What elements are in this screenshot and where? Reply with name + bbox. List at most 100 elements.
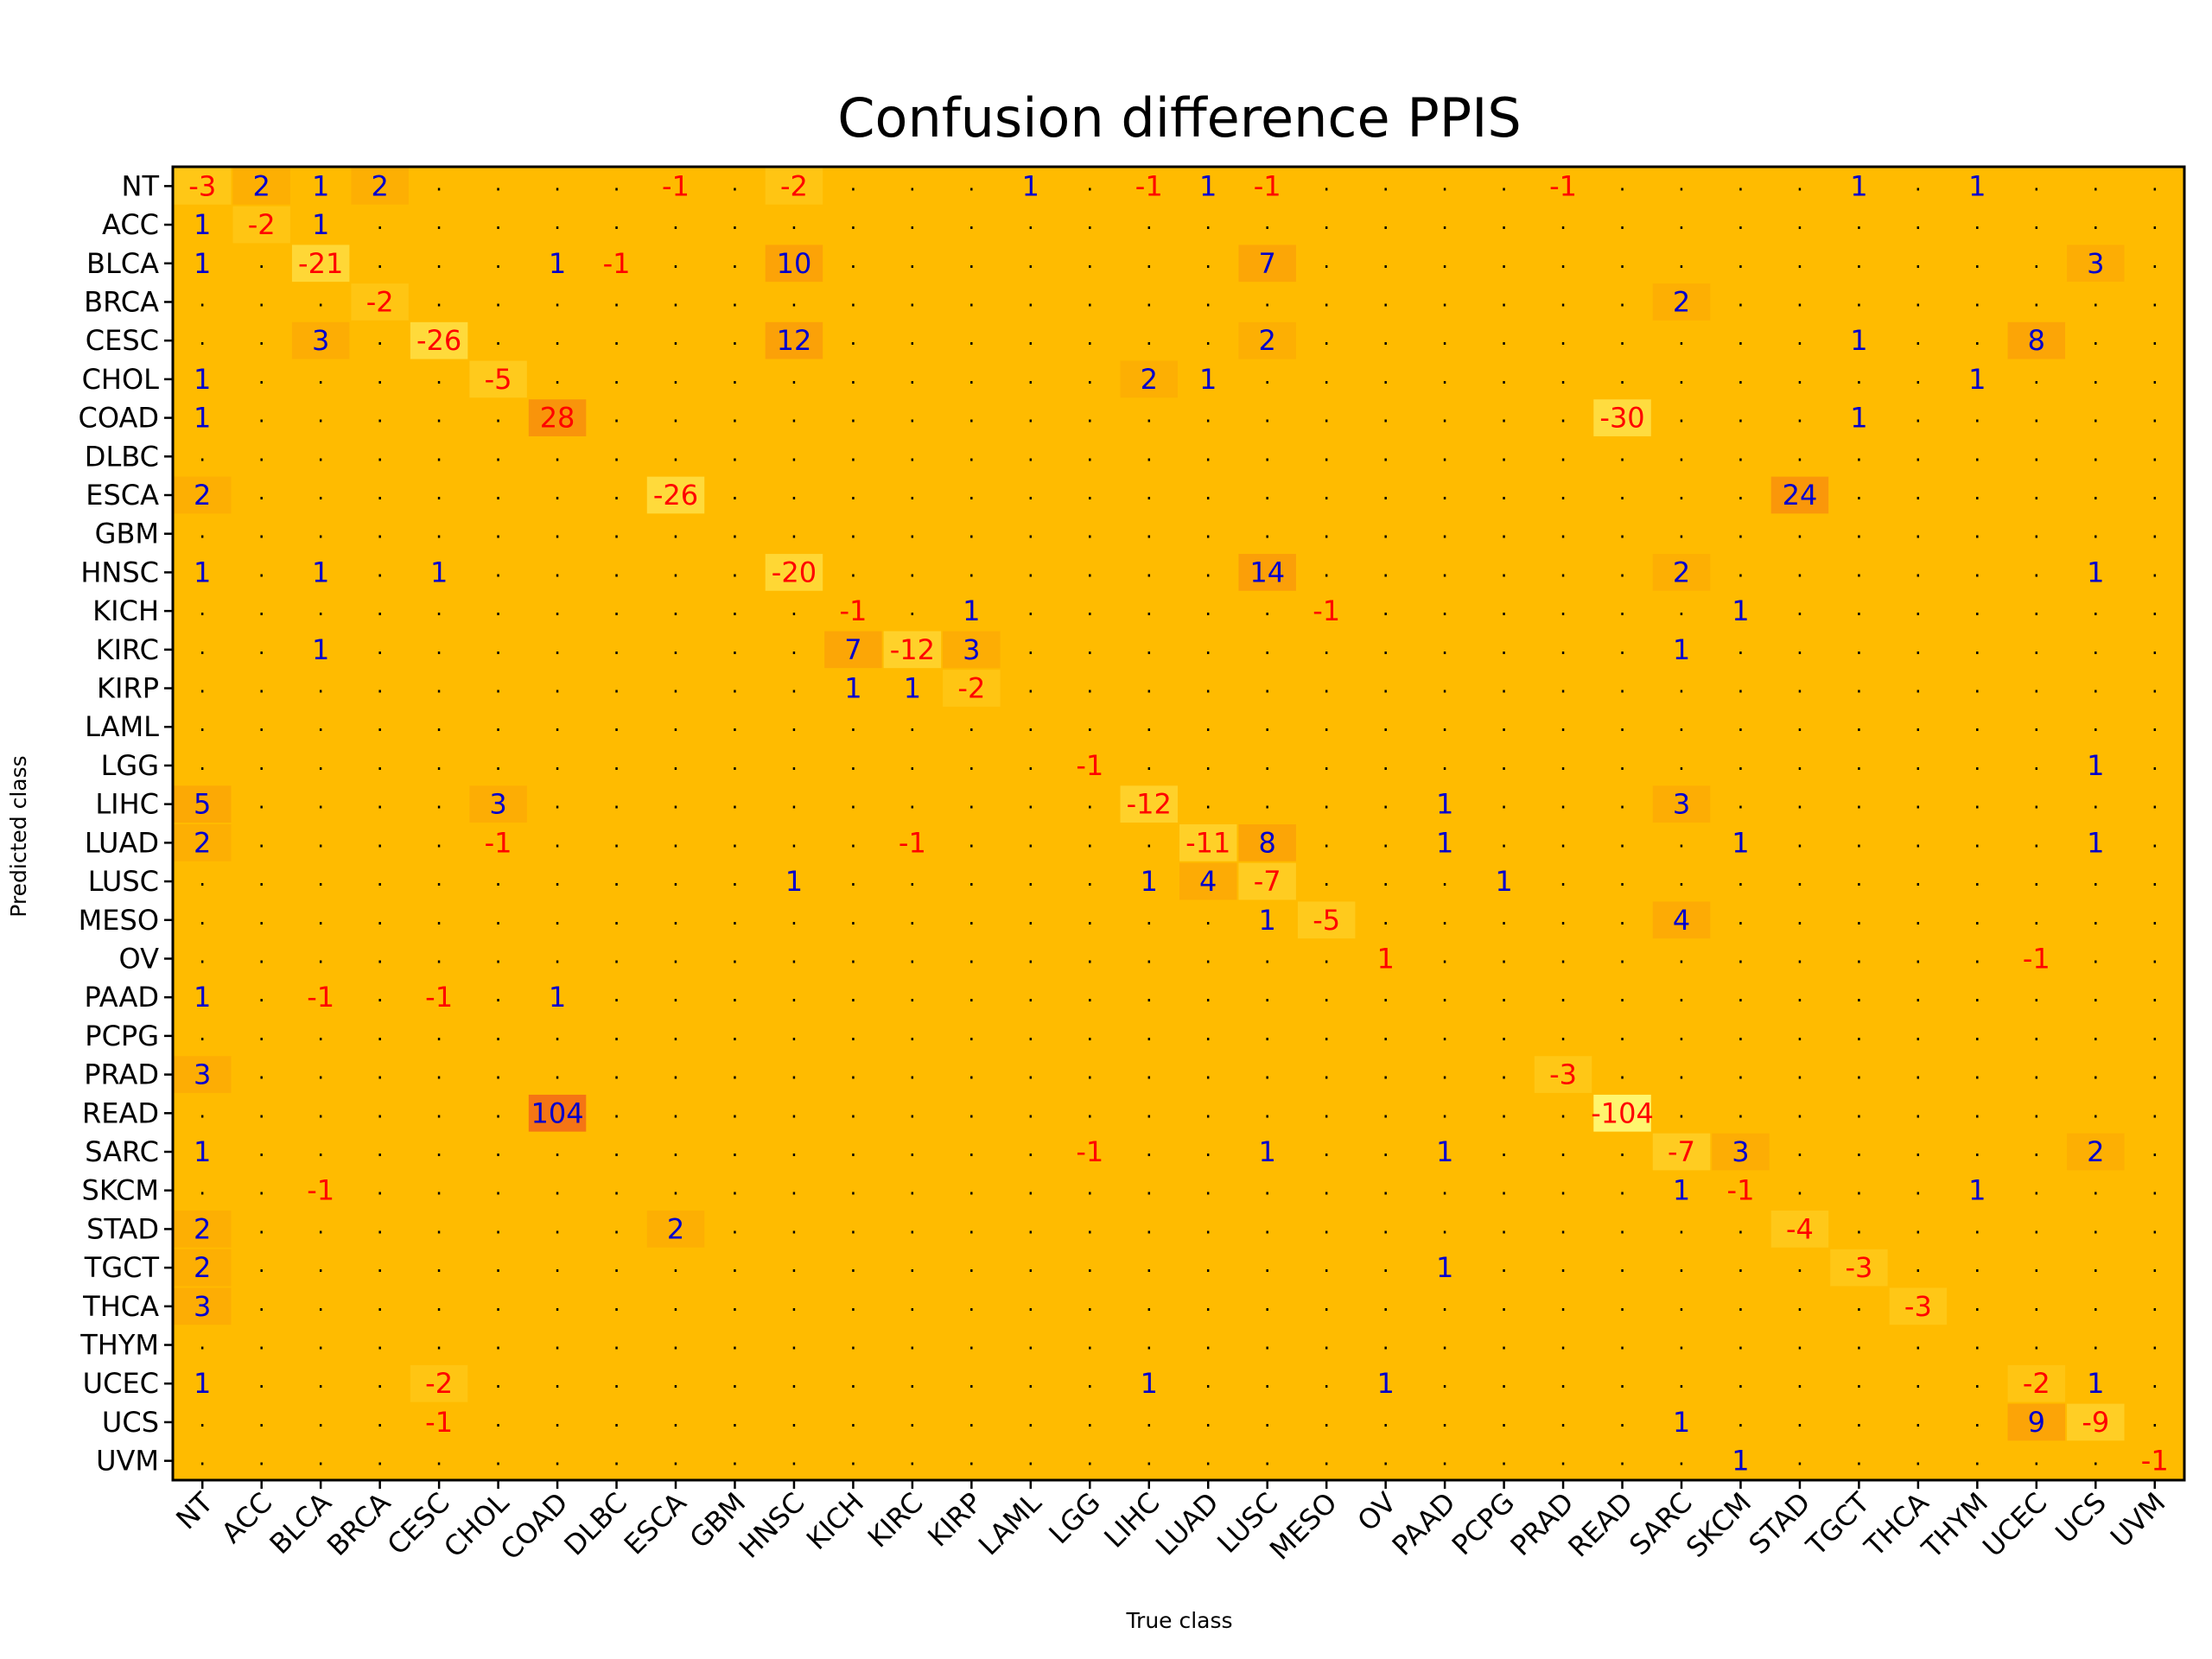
- cell-zero: .: [1382, 249, 1389, 273]
- cell-zero: .: [1146, 1292, 1153, 1316]
- cell-fill: [1238, 824, 1296, 861]
- cell-zero: .: [613, 1369, 620, 1393]
- cell-zero: .: [791, 365, 798, 389]
- cell-zero: .: [2092, 712, 2099, 736]
- cell-zero: .: [732, 404, 739, 428]
- cell-zero: .: [1738, 1408, 1745, 1432]
- cell-zero: .: [1382, 557, 1389, 582]
- cell-zero: .: [554, 1021, 561, 1046]
- cell-zero: .: [258, 326, 265, 350]
- cell-zero: .: [909, 596, 916, 620]
- cell-zero: .: [1560, 1369, 1567, 1393]
- cell-zero: .: [258, 790, 265, 814]
- chart-title: Confusion difference PPIS: [837, 86, 1521, 149]
- cell-zero: .: [1738, 287, 1745, 311]
- cell-value: 1: [549, 247, 566, 280]
- cell-zero: .: [1264, 442, 1271, 466]
- cell-zero: .: [732, 1331, 739, 1355]
- cell-zero: .: [317, 1369, 324, 1393]
- cell-zero: .: [1501, 171, 1508, 195]
- cell-zero: .: [2092, 1060, 2099, 1084]
- cell-zero: .: [791, 596, 798, 620]
- plot-frame: [171, 165, 2186, 1482]
- cell-zero: .: [1738, 982, 1745, 1007]
- cell-zero: .: [1856, 1176, 1863, 1200]
- cell-zero: .: [1441, 365, 1448, 389]
- cell-zero: .: [1323, 790, 1330, 814]
- cell-zero: .: [1738, 1021, 1745, 1046]
- y-axis: NT ACC BLCA BRCA CESC CHOL COAD DLBC ESCA GBM HNSC…: [79, 169, 173, 1478]
- cell-zero: .: [1738, 790, 1745, 814]
- cell-zero: .: [1205, 557, 1211, 582]
- cell-zero: .: [2033, 210, 2040, 234]
- cell-zero: .: [554, 442, 561, 466]
- cell-zero: .: [1382, 1214, 1389, 1238]
- cell-zero: .: [613, 1098, 620, 1122]
- cell-zero: .: [1678, 867, 1685, 891]
- cell-zero: .: [1796, 171, 1803, 195]
- cell-zero: .: [791, 1137, 798, 1161]
- x-axis-label: True class: [1125, 1608, 1232, 1633]
- cell-zero: .: [1796, 944, 1803, 968]
- x-tick-label: SKCM: [1680, 1486, 1758, 1564]
- cell-zero: .: [1678, 1446, 1685, 1471]
- cell-zero: .: [732, 674, 739, 698]
- cell-zero: .: [909, 171, 916, 195]
- cell-zero: .: [909, 249, 916, 273]
- cell-zero: .: [1856, 635, 1863, 659]
- cell-zero: .: [1382, 480, 1389, 505]
- cell-zero: .: [1264, 596, 1271, 620]
- cell-zero: .: [377, 404, 384, 428]
- cell-zero: .: [2152, 867, 2158, 891]
- cell-zero: .: [1264, 1331, 1271, 1355]
- cell-zero: .: [1974, 596, 1981, 620]
- cell-zero: .: [1915, 828, 1922, 852]
- cell-zero: .: [377, 867, 384, 891]
- cell-zero: .: [1146, 982, 1153, 1007]
- cell-zero: .: [1738, 1292, 1745, 1316]
- cell-zero: .: [850, 982, 857, 1007]
- cell-zero: .: [1146, 480, 1153, 505]
- cell-value: -11: [1185, 826, 1230, 859]
- cell-zero: .: [1856, 674, 1863, 698]
- cell-value: -7: [1254, 865, 1281, 898]
- cell-value: -5: [1313, 904, 1340, 937]
- cell-zero: .: [495, 442, 502, 466]
- cell-zero: .: [1501, 1292, 1508, 1316]
- cell-zero: .: [1086, 1253, 1093, 1277]
- cell-zero: .: [1915, 790, 1922, 814]
- cell-zero: .: [377, 596, 384, 620]
- cell-zero: .: [1915, 557, 1922, 582]
- cell-zero: .: [554, 519, 561, 543]
- cell-zero: .: [850, 1176, 857, 1200]
- cell-zero: .: [1974, 1331, 1981, 1355]
- cell-zero: .: [1441, 635, 1448, 659]
- cell-zero: .: [1382, 867, 1389, 891]
- cell-fill: [351, 283, 409, 321]
- cell-fill: [351, 168, 409, 205]
- cell-zero: .: [1560, 480, 1567, 505]
- cell-zero: .: [791, 519, 798, 543]
- cell-zero: .: [2152, 751, 2158, 775]
- cell-zero: .: [199, 1098, 206, 1122]
- cell-zero: .: [1856, 480, 1863, 505]
- cell-value: 1: [1968, 169, 1986, 202]
- cell-zero: .: [258, 1331, 265, 1355]
- cell-zero: .: [1323, 712, 1330, 736]
- cell-zero: .: [791, 982, 798, 1007]
- cell-zero: .: [909, 982, 916, 1007]
- cell-zero: .: [791, 1446, 798, 1471]
- cell-zero: .: [1619, 1176, 1626, 1200]
- cell-zero: .: [435, 1021, 442, 1046]
- cell-value: -12: [890, 633, 935, 666]
- cell-zero: .: [1560, 442, 1567, 466]
- cell-fill: [174, 1249, 232, 1287]
- cell-zero: .: [1323, 1214, 1330, 1238]
- y-tick-label: PAAD: [84, 981, 159, 1014]
- cell-zero: .: [1915, 944, 1922, 968]
- x-tick-label: BRCA: [321, 1486, 397, 1562]
- cell-zero: .: [554, 1176, 561, 1200]
- cell-value: -4: [1786, 1212, 1814, 1245]
- cell-zero: .: [1027, 287, 1034, 311]
- x-tick-label: THCA: [1858, 1486, 1936, 1564]
